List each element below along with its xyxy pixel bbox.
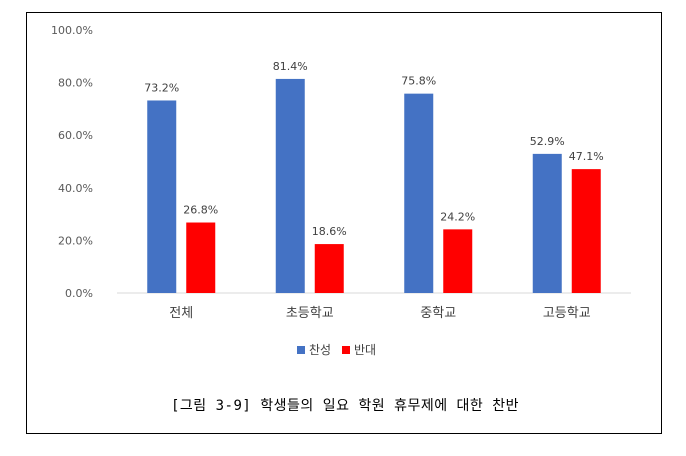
data-label: 47.1% bbox=[569, 150, 604, 163]
bar-support bbox=[404, 93, 434, 293]
data-label: 52.9% bbox=[530, 135, 565, 148]
y-axis: 0.0% 20.0% 40.0% 60.0% 80.0% 100.0% bbox=[51, 24, 93, 300]
legend-swatch bbox=[297, 346, 305, 354]
bar-oppose bbox=[571, 169, 601, 293]
y-tick-label: 20.0% bbox=[58, 234, 93, 247]
data-label: 81.4% bbox=[273, 60, 308, 73]
legend-label: 반대 bbox=[354, 343, 376, 357]
data-label: 24.2% bbox=[440, 210, 475, 223]
y-tick-label: 40.0% bbox=[58, 182, 93, 195]
y-tick-label: 0.0% bbox=[65, 287, 93, 300]
x-axis: 전체 초등학교 중학교 고등학교 bbox=[117, 292, 631, 321]
data-label: 18.6% bbox=[312, 225, 347, 238]
bar-support bbox=[147, 100, 177, 293]
figure-caption: [그림 3-9] 학생들의 일요 학원 휴무제에 대한 찬반 bbox=[171, 398, 519, 414]
bars: 73.2% 26.8% 81.4% 18.6% 75.8% 24.2% 52.9% 47.1% bbox=[144, 60, 604, 293]
x-category-label: 초등학교 bbox=[286, 306, 334, 321]
legend: 찬성 반대 bbox=[297, 342, 376, 357]
bar-oppose bbox=[443, 229, 473, 293]
bar-support bbox=[275, 78, 305, 293]
figure-frame: 0.0% 20.0% 40.0% 60.0% 80.0% 100.0% 전체 초등학교 중학교… bbox=[26, 12, 662, 434]
data-label: 26.8% bbox=[183, 204, 218, 217]
bar-oppose bbox=[186, 222, 216, 293]
y-tick-label: 80.0% bbox=[58, 77, 93, 90]
x-category-label: 고등학교 bbox=[543, 306, 591, 321]
x-category-label: 전체 bbox=[169, 306, 193, 321]
bar-chart: 0.0% 20.0% 40.0% 60.0% 80.0% 100.0% 전체 초등학교 중학교… bbox=[51, 24, 631, 357]
data-label: 73.2% bbox=[144, 81, 179, 94]
bar-oppose bbox=[314, 244, 344, 293]
y-tick-label: 100.0% bbox=[51, 24, 93, 37]
bar-support bbox=[532, 153, 562, 293]
x-category-label: 중학교 bbox=[420, 306, 456, 321]
legend-swatch bbox=[342, 346, 350, 354]
y-tick-label: 60.0% bbox=[58, 129, 93, 142]
legend-label: 찬성 bbox=[309, 342, 331, 357]
data-label: 75.8% bbox=[401, 75, 436, 88]
